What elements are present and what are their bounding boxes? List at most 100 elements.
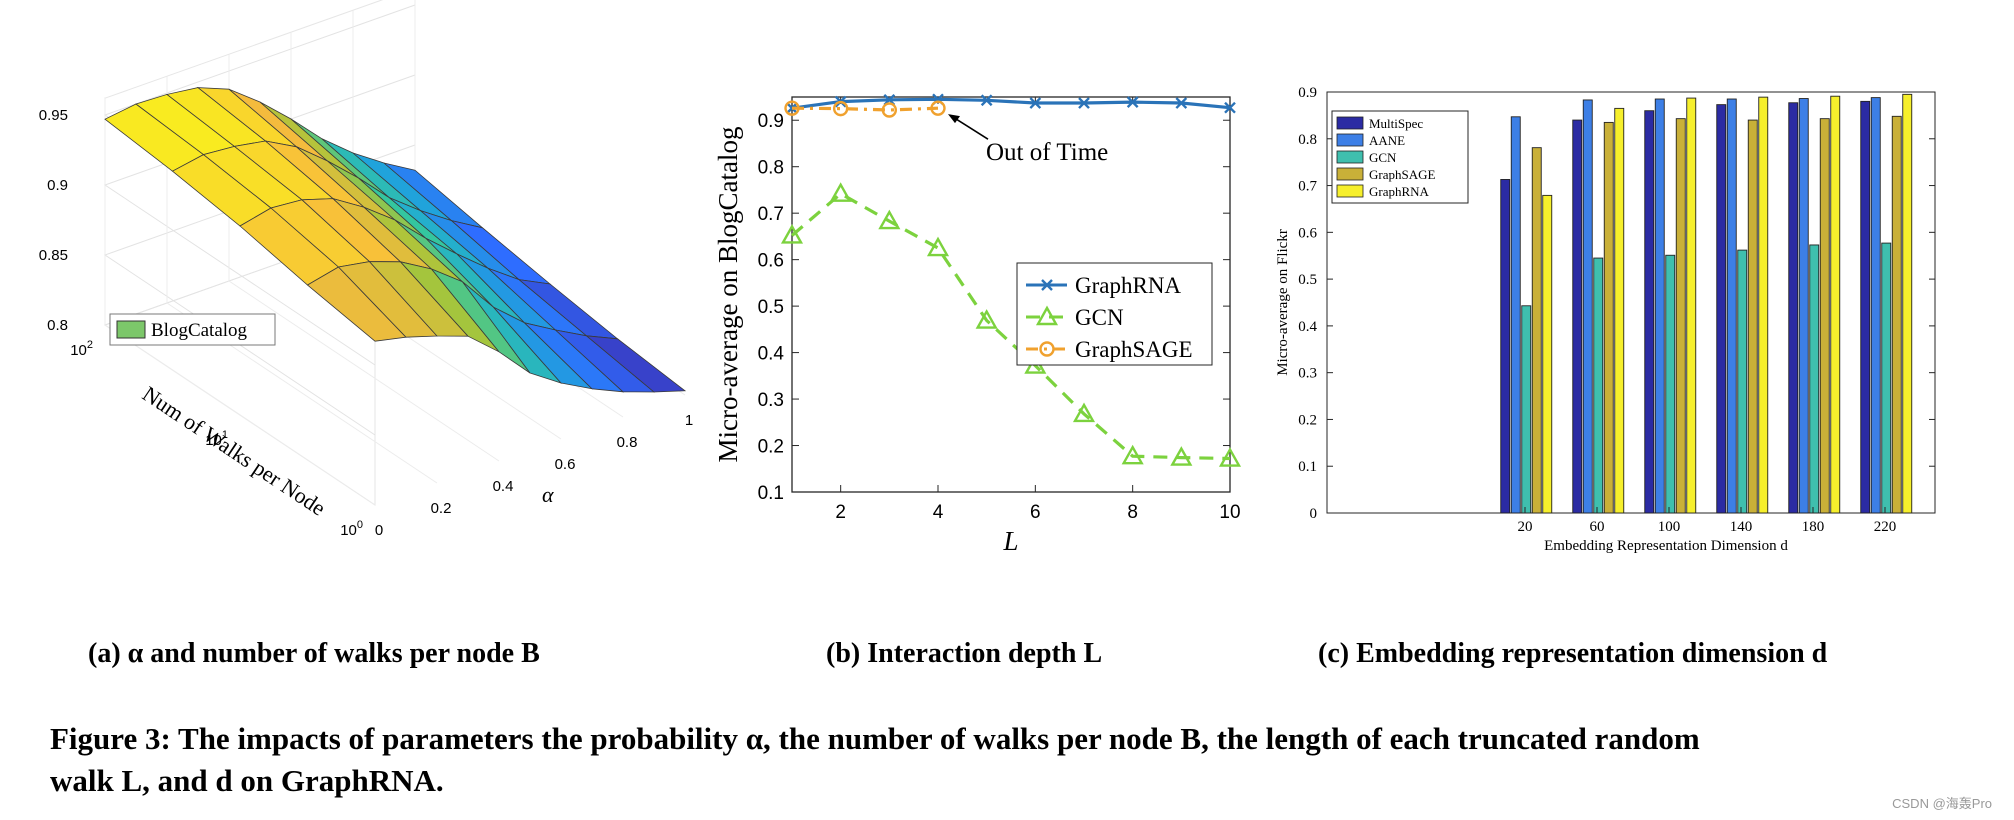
data-point [878,209,901,230]
y-tick-label: 0.6 [758,251,784,272]
legend-swatch [1336,167,1364,181]
annotation-arrow-head [948,114,960,124]
watermark: CSDN @海轰Pro [1892,796,1992,811]
panel-b-label-text: (b) Interaction depth L [826,638,1103,669]
bar-group-220 [1860,93,1913,514]
alpha-tick-label: 0.8 [617,434,638,451]
bar-chart-svg: 0 0.1 0.2 0.3 0.4 0.5 0.6 0.7 0.8 0.9 20 60 100 140 18… [1275,85,1936,554]
x-tick-label: 140 [1730,519,1753,535]
legend-swatch [1336,184,1364,198]
data-point [784,100,800,116]
bar [1788,102,1799,514]
surface-mesh [104,87,687,393]
y-tick-label: 0.2 [758,437,784,458]
surface-x-gridline [104,98,376,506]
y-tick-label: 0.8 [1298,132,1317,148]
bar [1614,107,1625,514]
x-tick-label: 4 [933,502,944,523]
bar [1572,119,1583,514]
data-point [1126,96,1139,108]
legend-marker [1041,279,1053,291]
data-point [980,94,993,107]
bar [1531,147,1542,514]
panel-b-line-chart: 0.1 0.2 0.3 0.4 0.5 0.6 0.7 0.8 0.9 2 4 6 8 10 L Micro-… [700,70,1260,640]
data-point [1224,101,1236,114]
z-tick-label: 0.85 [39,247,68,264]
data-point [1170,446,1193,466]
x-tick-label: 8 [1127,502,1138,523]
x-axis-label: L [1002,526,1018,556]
panel-c-label: (c) Embedding representation dimension d [1318,638,1827,670]
x-tick-label: 220 [1874,519,1897,535]
x-tick-label: 20 [1518,519,1533,535]
bar [1654,98,1665,514]
panel-a-surface-chart: 0.8 0.85 0.9 0.95 0 0.2 0.4 0.6 0.8 1 100 101 102 α Nu… [30,0,693,640]
y-tick-label: 0.4 [758,344,785,365]
y-tick-label: 0.5 [758,297,784,318]
data-point [786,102,798,115]
legend-entry-label: GraphSAGE [1075,337,1193,362]
data-point [1078,97,1090,109]
x-tick-label: 6 [1030,502,1041,523]
bar-group-20 [1500,116,1553,514]
data-point [832,100,849,117]
y-tick-label: 0.3 [758,390,784,411]
walks-tick-label: 100 [340,519,363,539]
line-legend: GraphRNA GCN GraphSAGE [1016,262,1213,366]
surface-patch [585,335,687,393]
y-tick-label: 0.9 [758,111,784,132]
bar [1726,98,1737,514]
bar [1542,194,1553,514]
y-tick-label: 0.2 [1298,412,1317,428]
alpha-tick-label: 0.2 [431,500,452,517]
panel-b-label: (b) Interaction depth L [826,638,1102,670]
bar [1593,257,1604,514]
y-tick-label: 0.4 [1298,319,1317,335]
series-graphsage [784,100,946,118]
y-tick-label: 0.7 [1298,179,1317,195]
data-point [881,102,898,118]
data-point [780,224,804,244]
legend-swatch [1336,116,1364,130]
x-tick-label: 60 [1590,519,1605,535]
caption-line-1: Figure 3: The impacts of parameters the … [50,721,1700,756]
bar [1737,249,1748,514]
series-line [791,97,1231,110]
panel-a-label: (a) α and number of walks per node B [88,638,540,670]
legend-swatch [1336,150,1364,164]
data-point [1175,97,1188,109]
bar [1860,100,1871,514]
data-point [1121,444,1144,465]
bar [1521,305,1532,514]
line-chart-svg: 0.1 0.2 0.3 0.4 0.5 0.6 0.7 0.8 0.9 2 4 6 8 10 L Micro-… [713,93,1242,556]
bar [1891,115,1902,514]
z-tick-label: 0.95 [39,107,68,124]
y-tick-label: 0.3 [1298,366,1317,382]
y-tick-label: 0.9 [1298,85,1317,101]
bar [1665,254,1676,514]
alpha-tick-label: 0 [375,522,383,539]
y-axis-label: Micro-average on Flickr [1275,229,1291,376]
alpha-axis-label: α [542,482,554,507]
legend-entry-label: MultiSpec [1369,116,1423,131]
walks-tick-label: 101 [205,429,228,449]
legend-entry-label: GraphSAGE [1369,167,1435,182]
y-tick-label: 0.7 [758,204,784,225]
bar [1716,104,1727,514]
legend-entry-label: BlogCatalog [151,320,248,341]
bar [1819,118,1830,514]
bar-legend: MultiSpec AANE GCN GraphSAGE GraphRNA [1331,110,1469,204]
bar-group-60 [1572,99,1625,514]
bar-group-100 [1644,97,1697,514]
bar [1830,95,1841,514]
legend-marker [1035,305,1059,326]
data-point [1218,447,1242,467]
y-axis-label: Micro-average on BlogCatalog [713,127,743,463]
bar [1881,242,1892,514]
panel-c-label-text: (c) Embedding representation dimension d [1318,638,1828,669]
alpha-tick-label: 0.6 [555,456,576,473]
legend-swatch [116,320,146,339]
bar [1582,99,1593,514]
alpha-tick-label: 1 [685,412,693,429]
y-tick-label: 0.1 [758,483,784,504]
